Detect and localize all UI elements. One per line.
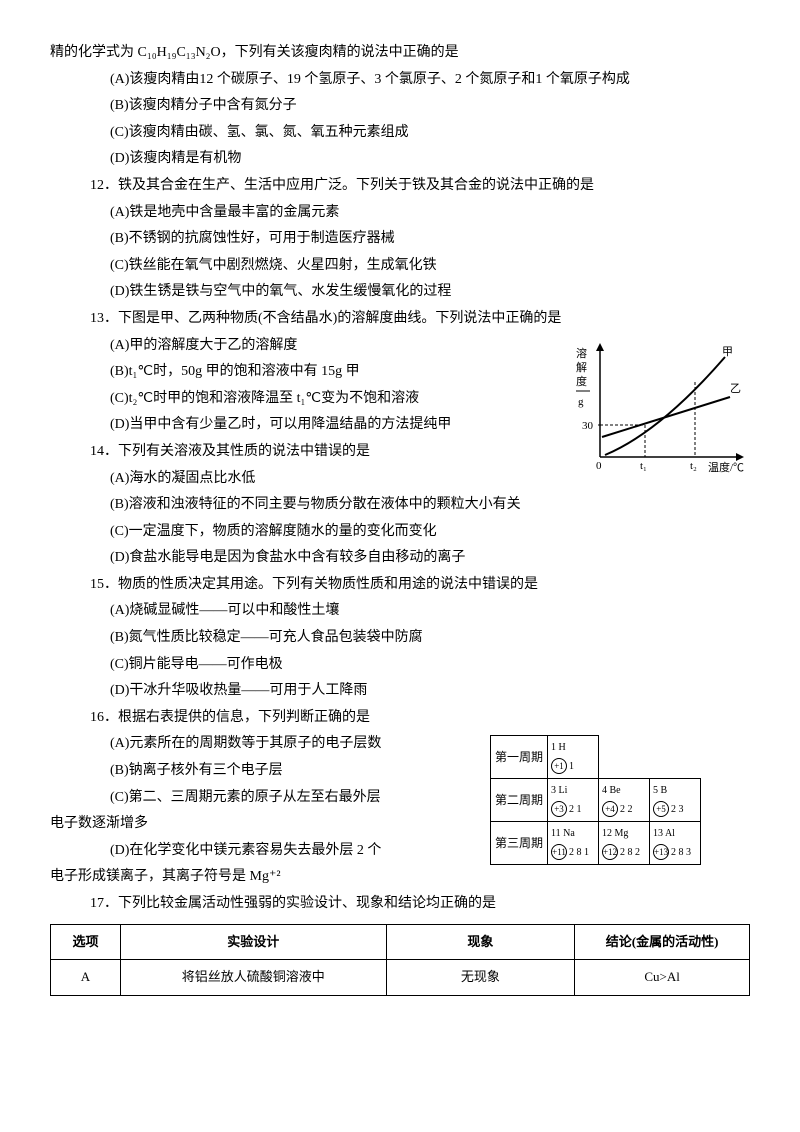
q11-optB: (B)该瘦肉精分子中含有氮分子: [110, 93, 750, 120]
cell-concl: Cu>Al: [575, 960, 750, 996]
cell-phenom: 无现象: [386, 960, 575, 996]
q14-optB: (B)溶液和浊液特征的不同主要与物质分散在液体中的颗粒大小有关: [110, 492, 750, 519]
svg-text:乙: 乙: [730, 382, 741, 395]
q15-optD: (D)干冰升华吸收热量——可用于人工降雨: [110, 678, 750, 705]
th-phenomenon: 现象: [386, 924, 575, 960]
q11-optD: (D)该瘦肉精是有机物: [110, 146, 750, 173]
svg-text:30: 30: [582, 420, 594, 432]
q13-stem: 13．下图是甲、乙两种物质(不含结晶水)的溶解度曲线。下列说法中正确的是: [90, 306, 750, 333]
q12-optC: (C)铁丝能在氧气中剧烈燃烧、火星四射，生成氧化铁: [110, 253, 750, 280]
svg-text:解: 解: [576, 360, 587, 374]
q11-optA: (A)该瘦肉精由12 个碳原子、19 个氢原子、3 个氯原子、2 个氮原子和1 …: [110, 67, 750, 94]
svg-text:温度/℃: 温度/℃: [708, 460, 744, 474]
svg-text:溶: 溶: [576, 346, 587, 360]
q15-stem: 15．物质的性质决定其用途。下列有关物质性质和用途的说法中错误的是: [90, 572, 750, 599]
q17-table: 选项 实验设计 现象 结论(金属的活动性) A 将铝丝放人硫酸铜溶液中 无现象 …: [50, 924, 750, 996]
periodic-table: 第一周期 1 H +11 第二周期 3 Li +32 1 4 Be +42 2: [490, 735, 750, 865]
q15-optB: (B)氮气性质比较稳定——可充人食品包装袋中防腐: [110, 625, 750, 652]
q14-optC: (C)一定温度下，物质的溶解度随水的量的变化而变化: [110, 519, 750, 546]
q17-stem: 17．下列比较金属活动性强弱的实验设计、现象和结论均正确的是: [90, 891, 750, 918]
svg-text:度: 度: [576, 374, 587, 388]
th-conclusion: 结论(金属的活动性): [575, 924, 750, 960]
cell-opt: A: [51, 960, 121, 996]
cell-design: 将铝丝放人硫酸铜溶液中: [120, 960, 386, 996]
svg-text:t₁: t₁: [640, 460, 647, 472]
table-header-row: 选项 实验设计 现象 结论(金属的活动性): [51, 924, 750, 960]
svg-text:甲: 甲: [722, 346, 733, 358]
q12-optA: (A)铁是地壳中含量最丰富的金属元素: [110, 200, 750, 227]
solubility-chart: 溶 解 度 g 30 乙 甲 0 t₁ t₂ 温度/℃: [570, 337, 750, 488]
svg-text:g: g: [578, 396, 584, 408]
q15-optA: (A)烧碱显碱性——可以中和酸性土壤: [110, 598, 750, 625]
q12-optD: (D)铁生锈是铁与空气中的氧气、水发生缓慢氧化的过程: [110, 279, 750, 306]
q14-optD: (D)食盐水能导电是因为食盐水中含有较多自由移动的离子: [110, 545, 750, 572]
q11-optC: (C)该瘦肉精由碳、氢、氯、氮、氧五种元素组成: [110, 120, 750, 147]
q12-optB: (B)不锈钢的抗腐蚀性好，可用于制造医疗器械: [110, 226, 750, 253]
q12-stem: 12．铁及其合金在生产、生活中应用广泛。下列关于铁及其合金的说法中正确的是: [90, 173, 750, 200]
table-row: A 将铝丝放人硫酸铜溶液中 无现象 Cu>Al: [51, 960, 750, 996]
svg-text:t₂: t₂: [690, 460, 697, 472]
th-option: 选项: [51, 924, 121, 960]
q11-intro: 精的化学式为 C₁₀H₁₉C₁₃N₂O，下列有关该瘦肉精的说法中正确的是: [50, 40, 750, 67]
q16-optD-line2: 电子形成镁离子，其离子符号是 Mg⁺²: [50, 864, 750, 891]
q16-stem: 16．根据右表提供的信息，下列判断正确的是: [90, 705, 750, 732]
svg-text:0: 0: [596, 460, 602, 472]
th-design: 实验设计: [120, 924, 386, 960]
q15-optC: (C)铜片能导电——可作电极: [110, 652, 750, 679]
